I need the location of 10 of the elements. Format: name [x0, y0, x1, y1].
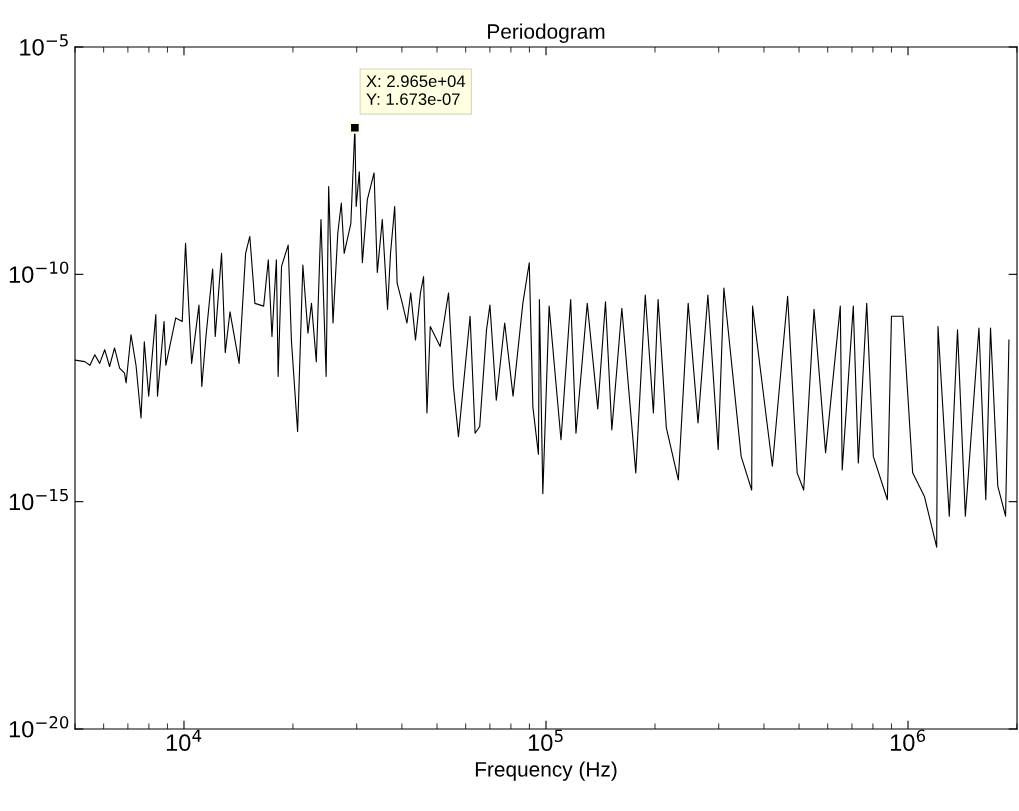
x-tick-label: 10$^{5}$	[528, 729, 563, 752]
y-tick-label: 10$^{−20}$	[9, 716, 69, 738]
annotation: X: 2.965e+04 Y: 1.673e-07	[366, 75, 466, 106]
x-tick-label: 10$^{6}$	[890, 729, 926, 752]
y-tick-label: 10$^{−5}$	[20, 34, 68, 56]
chart-title: Periodogram	[488, 23, 605, 43]
x-axis-title: Frequency (Hz)	[475, 761, 617, 781]
y-tick-label: 10$^{−15}$	[9, 488, 68, 511]
y-tick-label: 10$^{−10}$	[9, 261, 69, 283]
x-tick-label: 10$^{4}$	[166, 729, 202, 752]
